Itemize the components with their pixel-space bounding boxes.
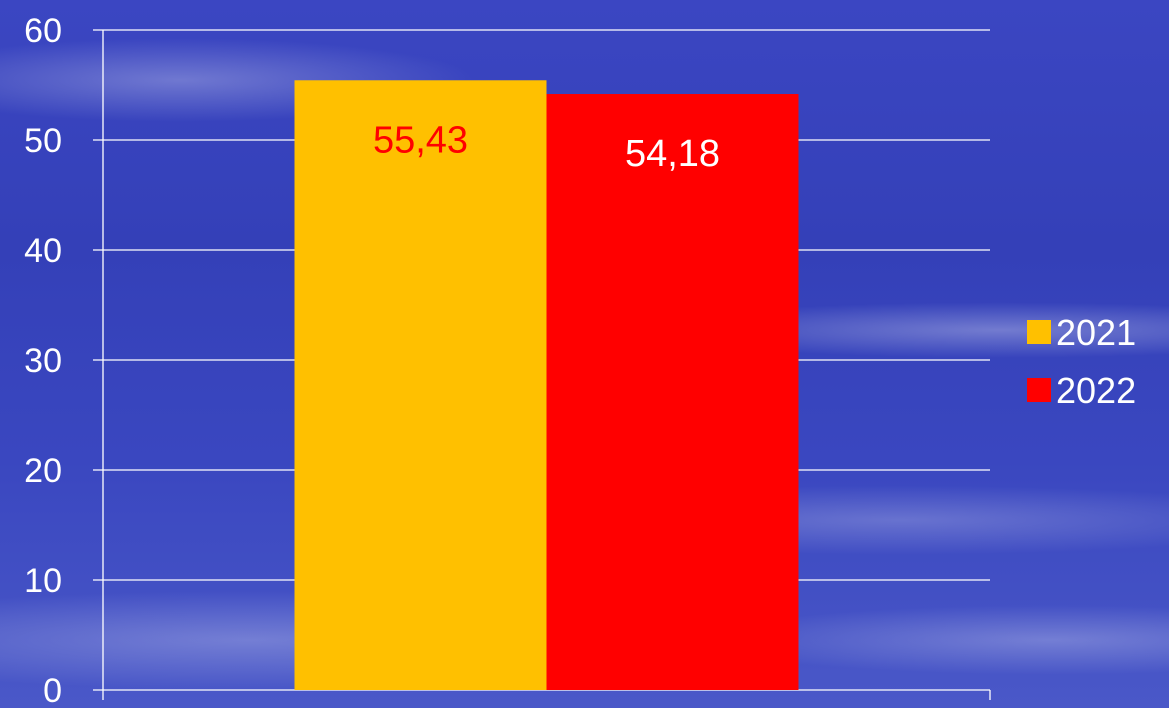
y-tick-label-40: 40	[24, 232, 62, 270]
bar-2022	[546, 94, 799, 690]
y-tick-label-20: 20	[24, 452, 62, 490]
data-label-2021: 55,43	[373, 119, 468, 161]
bar-2021	[294, 80, 547, 690]
y-tick-label-0: 0	[43, 672, 62, 708]
legend-swatch-2022	[1027, 378, 1051, 402]
legend-label-2022: 2022	[1056, 370, 1136, 411]
y-tick-label-10: 10	[24, 562, 62, 600]
legend-swatch-2021	[1027, 320, 1051, 344]
legend-label-2021: 2021	[1056, 312, 1136, 353]
data-label-2022: 54,18	[625, 133, 720, 175]
y-tick-label-50: 50	[24, 122, 62, 160]
y-tick-label-30: 30	[24, 342, 62, 380]
y-tick-label-60: 60	[24, 12, 62, 50]
